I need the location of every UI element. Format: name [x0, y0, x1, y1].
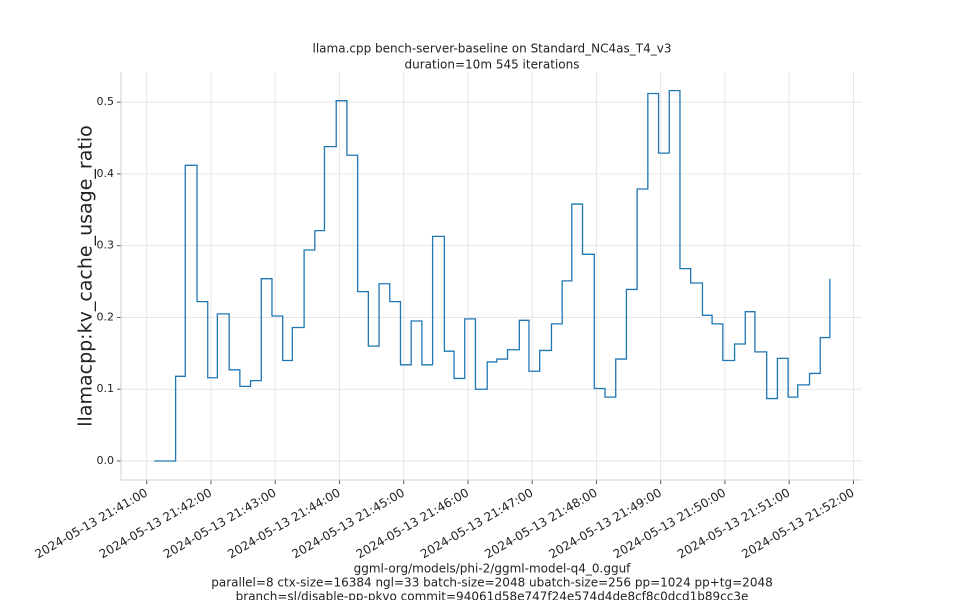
x-tick-label: 2024-05-13 21:44:00 — [225, 486, 342, 562]
x-tick-label: 2024-05-13 21:47:00 — [418, 486, 535, 562]
x-tick-label: 2024-05-13 21:41:00 — [33, 486, 150, 562]
x-tick-label: 2024-05-13 21:43:00 — [161, 486, 278, 562]
x-tick-label: 2024-05-13 21:48:00 — [482, 486, 599, 562]
x-tick-label: 2024-05-13 21:52:00 — [739, 486, 856, 562]
y-tick-label: 0.0 — [97, 454, 115, 467]
y-tick-label: 0.4 — [97, 167, 115, 180]
x-tick-label: 2024-05-13 21:42:00 — [97, 486, 214, 562]
y-tick-label: 0.1 — [97, 382, 115, 395]
x-tick-label: 2024-05-13 21:45:00 — [290, 486, 407, 562]
x-axis-label: parallel=8 ctx-size=16384 ngl=33 batch-s… — [211, 576, 772, 590]
chart-subtitle: duration=10m 545 iterations — [405, 58, 580, 72]
x-axis-label: ggml-org/models/phi-2/ggml-model-q4_0.gg… — [354, 562, 632, 576]
chart-title: llama.cpp bench-server-baseline on Stand… — [313, 42, 672, 56]
y-tick-label: 0.2 — [97, 310, 115, 323]
x-tick-label: 2024-05-13 21:46:00 — [354, 486, 471, 562]
y-axis-label: llamacpp:kv_cache_usage_ratio — [75, 125, 97, 426]
x-tick-label: 2024-05-13 21:49:00 — [547, 486, 664, 562]
x-tick-label: 2024-05-13 21:50:00 — [611, 486, 728, 562]
data-line — [154, 90, 831, 462]
x-axis-label: branch=sl/disable-pp-pkvo commit=94061d5… — [236, 590, 749, 600]
y-tick-label: 0.5 — [97, 95, 115, 108]
x-tick-label: 2024-05-13 21:51:00 — [675, 486, 792, 562]
y-tick-label: 0.3 — [97, 239, 115, 252]
